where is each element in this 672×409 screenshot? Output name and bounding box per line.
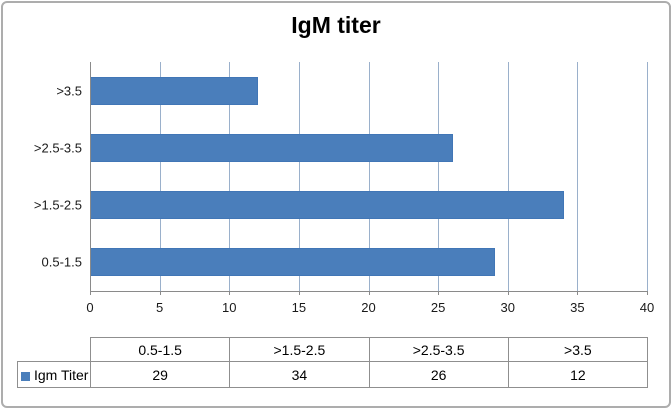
axis-tick [507,291,509,295]
category-axis: >3.5 >2.5-3.5 >1.5-2.5 0.5-1.5 [3,62,82,291]
value-tick-label: 30 [500,300,515,315]
gridline [647,62,648,291]
axis-tick [90,291,91,295]
gridline [298,62,300,291]
bar-0.5-1.5 [91,248,495,277]
gridline [507,62,509,291]
bar->2.5-3.5 [91,133,454,162]
value-axis: 0 5 10 15 20 25 30 35 40 [3,300,669,318]
table-header-row: 0.5-1.5 >1.5-2.5 >2.5-3.5 >3.5 [18,337,649,362]
gridline [229,62,231,291]
table-value-cell: 12 [507,361,649,388]
bar->1.5-2.5 [91,191,565,220]
series-legend-cell: Igm Titer [17,361,91,388]
value-tick-label: 20 [361,300,376,315]
chart-title: IgM titer [291,12,381,38]
axis-tick [368,291,370,295]
gridline [577,62,579,291]
table-data-row: Igm Titer 29 34 26 12 [17,361,649,388]
axis-tick [159,291,161,295]
table-column-header: >2.5-3.5 [368,337,509,362]
plot-area [90,62,648,295]
table-value-cell: 34 [229,361,370,388]
gridline [159,62,161,291]
table-value-cell: 26 [368,361,509,388]
value-tick-label: 40 [639,300,655,315]
table-value-cell: 29 [89,361,231,388]
table-column-header: >3.5 [507,337,649,362]
data-table: 0.5-1.5 >1.5-2.5 >2.5-3.5 >3.5 Igm Titer 29 34… [17,337,649,388]
category-label: >1.5-2.5 [33,197,82,213]
gridline [368,62,370,291]
table-column-header: >1.5-2.5 [229,337,370,362]
category-label: 0.5-1.5 [41,254,82,270]
category-label: >3.5 [56,83,82,99]
bar->3.5 [91,76,259,105]
gridline [438,62,440,291]
value-tick-label: 5 [156,300,164,315]
legend-swatch-icon [21,371,30,381]
value-tick-label: 15 [291,300,307,315]
axis-tick [229,291,231,295]
value-tick-label: 10 [222,300,237,315]
axis-tick [577,291,579,295]
table-corner-cell [18,338,91,362]
value-tick-label: 25 [430,300,446,315]
axis-tick [647,291,648,295]
axis-tick [298,291,300,295]
category-label: >2.5-3.5 [33,140,82,156]
value-tick-label: 35 [570,300,585,315]
value-tick-label: 0 [86,300,94,315]
table-column-header: 0.5-1.5 [89,337,231,362]
axis-tick [438,291,440,295]
